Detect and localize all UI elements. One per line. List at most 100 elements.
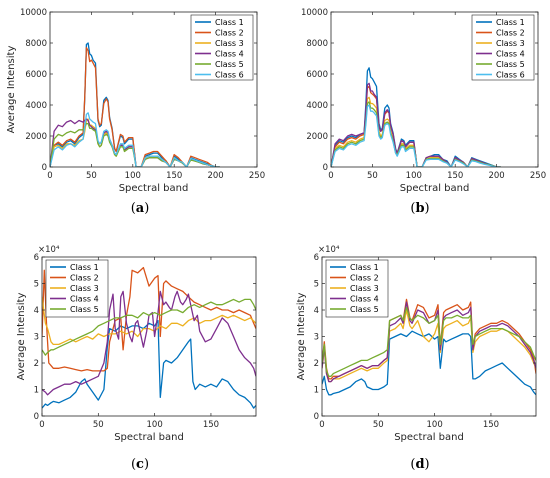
y-tick-label: 6000 [306, 70, 328, 80]
x-axis-label: Spectral band [400, 183, 470, 194]
y-tick-label: 2 [314, 359, 319, 369]
legend-label: Class 3 [215, 39, 244, 48]
y-tick-label: 8000 [306, 39, 328, 49]
y-tick-label: 4 [314, 306, 319, 316]
x-tick-label: 50 [86, 171, 97, 181]
series-line-class-2 [42, 266, 256, 372]
y-tick-label: 5 [34, 280, 39, 290]
y-tick-label: 6000 [25, 70, 47, 80]
y-exponent-label: ×10⁴ [318, 245, 340, 255]
x-tick-label: 0 [39, 420, 44, 430]
series-line-class-3 [322, 309, 536, 383]
caption-letter: c [136, 457, 144, 472]
caption-open: ( [410, 457, 415, 472]
y-tick-label: 0 [42, 163, 47, 173]
legend-label: Class 3 [70, 284, 99, 293]
caption-close: ) [144, 457, 149, 472]
x-axis-label: Spectral band [114, 432, 184, 443]
y-tick-label: 2000 [25, 132, 47, 142]
x-tick-label: 250 [249, 171, 265, 181]
series-line-class-1 [42, 319, 256, 409]
legend-label: Class 1 [215, 18, 244, 27]
y-tick-label: 8000 [25, 39, 47, 49]
series-line-class-6 [331, 104, 501, 167]
legend-box [190, 14, 254, 81]
y-axis-label: Average Intensity [16, 293, 27, 381]
legend-label: Class 4 [350, 295, 379, 304]
y-tick-label: 6 [34, 253, 39, 263]
y-tick-label: 10000 [301, 8, 328, 18]
x-tick-label: 50 [367, 171, 378, 181]
legend-label: Class 2 [70, 274, 99, 283]
chart-c: 0 50 100 150 0 1 2 3 4 5 6×10⁴ Spectral band Average… [16, 245, 257, 472]
series-line-class-4 [322, 301, 536, 383]
y-axis-label: Average Intensity [6, 46, 17, 134]
x-tick-label: 150 [203, 420, 219, 430]
legend-box [471, 14, 535, 81]
x-tick-label: 250 [530, 171, 546, 181]
legend-label: Class 2 [350, 274, 379, 283]
caption-open: ( [131, 457, 136, 472]
x-tick-label: 0 [328, 171, 333, 181]
y-tick-label: 4 [34, 306, 39, 316]
caption-letter: d [415, 457, 424, 472]
axes-box [49, 11, 258, 168]
x-tick-label: 50 [93, 420, 104, 430]
y-tick-label: 2000 [306, 132, 328, 142]
x-tick-label: 50 [373, 420, 384, 430]
series-line-class-6 [50, 112, 220, 167]
caption-letter: b [415, 201, 424, 216]
x-tick-label: 100 [147, 420, 163, 430]
series-line-class-5 [42, 298, 256, 356]
legend-label: Class 4 [496, 50, 525, 59]
y-tick-label: 10000 [20, 8, 47, 18]
legend-label: Class 3 [350, 284, 379, 293]
y-tick-label: 3 [34, 333, 39, 343]
x-tick-label: 0 [47, 171, 52, 181]
caption-close: ) [425, 201, 430, 216]
legend-label: Class 3 [496, 39, 525, 48]
legend-label: Class 2 [215, 29, 244, 38]
y-tick-label: 0 [323, 163, 328, 173]
chart-d: 0 50 100 150 0 1 2 3 4 5 6×10⁴ Spectral band Average… [296, 245, 537, 472]
panel-caption: (c) [131, 457, 149, 472]
series-line-class-4 [331, 82, 501, 167]
series-line-class-1 [322, 330, 536, 396]
y-tick-label: 4000 [306, 101, 328, 111]
series-group [331, 67, 501, 167]
y-exponent-label: ×10⁴ [38, 245, 60, 255]
y-tick-label: 4000 [25, 101, 47, 111]
chart-b: 0 50 100 150 200 250 0 2000 4000 6000 8000 10000 Spe… [301, 8, 546, 216]
series-group [42, 266, 256, 409]
x-tick-label: 100 [427, 420, 443, 430]
series-group [322, 298, 536, 396]
series-group [50, 42, 220, 167]
y-tick-label: 1 [314, 386, 319, 396]
legend-label: Class 5 [215, 60, 244, 69]
x-tick-label: 200 [207, 171, 223, 181]
y-axis-label: Average Intensity [296, 293, 307, 381]
x-tick-label: 150 [483, 420, 499, 430]
panel-caption: (b) [410, 201, 429, 216]
y-tick-label: 6 [314, 253, 319, 263]
series-line-class-2 [50, 46, 220, 167]
x-tick-label: 0 [319, 420, 324, 430]
caption-letter: a [136, 201, 145, 216]
series-line-class-3 [42, 296, 256, 346]
series-line-class-1 [331, 67, 501, 167]
legend-label: Class 6 [496, 71, 525, 80]
x-axis-label: Spectral band [119, 183, 189, 194]
legend-label: Class 1 [70, 263, 99, 272]
legend-label: Class 2 [496, 29, 525, 38]
y-tick-label: 5 [314, 280, 319, 290]
x-tick-label: 100 [406, 171, 422, 181]
x-axis-label: Spectral band [394, 432, 464, 443]
caption-close: ) [144, 201, 149, 216]
caption-open: ( [410, 201, 415, 216]
legend-label: Class 4 [215, 50, 244, 59]
caption-open: ( [131, 201, 136, 216]
